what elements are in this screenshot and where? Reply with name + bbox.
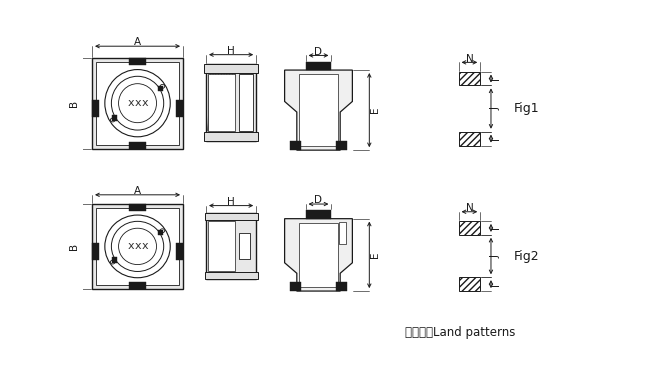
Bar — [299, 74, 338, 146]
Bar — [206, 213, 256, 279]
Bar — [112, 258, 118, 263]
Ellipse shape — [111, 260, 115, 264]
Text: A: A — [134, 37, 141, 47]
Bar — [158, 230, 163, 235]
Text: A: A — [134, 186, 141, 196]
Bar — [299, 223, 338, 287]
Ellipse shape — [160, 84, 164, 88]
Text: x: x — [128, 241, 135, 251]
Ellipse shape — [111, 221, 164, 271]
Text: N: N — [465, 203, 473, 213]
Bar — [129, 204, 146, 211]
Bar — [203, 64, 259, 73]
Text: J: J — [491, 254, 500, 258]
Text: J: J — [491, 107, 500, 110]
Bar — [205, 213, 257, 220]
Text: Fig2: Fig2 — [514, 249, 540, 263]
Bar — [336, 282, 347, 291]
Bar — [459, 72, 480, 85]
Bar — [306, 62, 332, 70]
Text: I: I — [491, 77, 500, 80]
Text: x: x — [128, 98, 135, 108]
Ellipse shape — [105, 215, 170, 278]
Bar — [176, 100, 183, 117]
Bar — [239, 74, 253, 131]
Bar — [92, 204, 183, 289]
Text: B: B — [69, 100, 79, 107]
Bar — [203, 132, 259, 141]
Text: x: x — [135, 98, 142, 108]
Bar — [336, 141, 347, 150]
Polygon shape — [285, 70, 352, 150]
Bar — [129, 142, 146, 149]
Text: N: N — [465, 54, 473, 64]
Bar — [459, 132, 480, 146]
Bar — [92, 58, 183, 149]
Bar — [207, 74, 235, 131]
Bar — [239, 233, 250, 259]
Text: 贴装尺寸Land patterns: 贴装尺寸Land patterns — [405, 326, 515, 339]
Text: I: I — [491, 283, 500, 286]
Ellipse shape — [111, 118, 115, 122]
Text: E: E — [370, 252, 380, 258]
Text: x: x — [142, 241, 149, 251]
Bar — [207, 221, 235, 271]
Ellipse shape — [105, 70, 170, 137]
Bar — [205, 272, 257, 279]
Text: I: I — [491, 137, 500, 140]
Bar — [459, 221, 480, 235]
Bar — [112, 115, 118, 121]
Bar — [339, 222, 346, 244]
Bar — [290, 282, 301, 291]
Bar — [129, 282, 146, 289]
Bar — [206, 64, 256, 141]
Bar — [176, 243, 183, 260]
Bar — [92, 243, 99, 260]
Bar — [92, 100, 99, 117]
Bar — [158, 86, 163, 91]
Bar — [306, 210, 332, 219]
Bar — [290, 141, 301, 150]
Text: Fig1: Fig1 — [514, 102, 540, 115]
Text: H: H — [227, 46, 235, 56]
Text: H: H — [227, 197, 235, 207]
Ellipse shape — [160, 229, 164, 233]
Ellipse shape — [111, 76, 164, 130]
Bar — [96, 208, 179, 285]
Text: D: D — [315, 195, 322, 205]
Polygon shape — [285, 219, 352, 291]
Bar — [96, 62, 179, 145]
Bar — [129, 58, 146, 65]
Bar — [459, 277, 480, 291]
Ellipse shape — [118, 228, 157, 264]
Text: B: B — [69, 243, 79, 250]
Text: E: E — [370, 107, 380, 113]
Text: x: x — [135, 241, 142, 251]
Text: I: I — [491, 226, 500, 229]
Text: D: D — [315, 47, 322, 57]
Text: x: x — [142, 98, 149, 108]
Ellipse shape — [118, 84, 157, 123]
